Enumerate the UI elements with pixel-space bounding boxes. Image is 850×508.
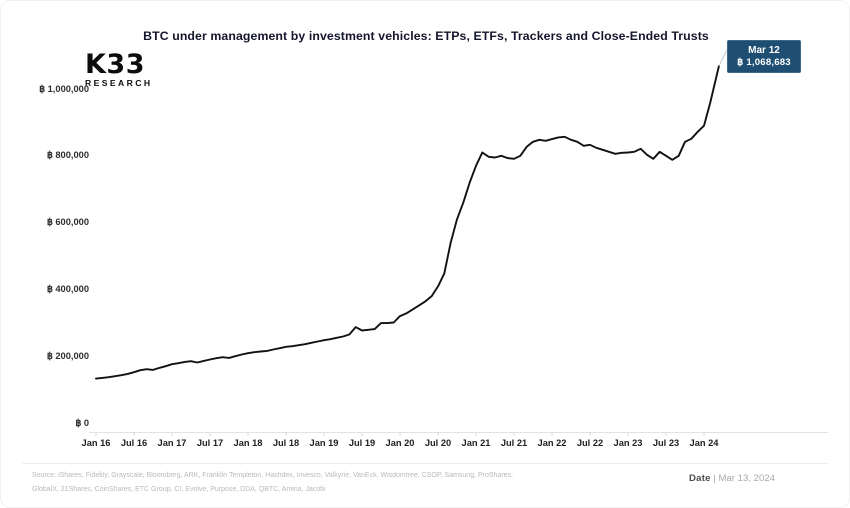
- source-text: Source: iShares, Fidelity, Grayscale, Bl…: [32, 469, 672, 497]
- x-tick-label: Jul 16: [120, 438, 148, 448]
- x-tick-label: Jul 19: [348, 438, 376, 448]
- logo-research-text: RESEARCH: [85, 78, 153, 88]
- x-tick-label: Jan 20: [385, 438, 415, 448]
- y-tick-label: ฿ 800,000: [46, 150, 89, 161]
- x-tick-label: Jul 21: [500, 438, 528, 448]
- x-tick-label: Jul 22: [576, 438, 604, 448]
- x-tick-label: Jan 19: [309, 438, 339, 448]
- x-tick-label: Jul 18: [272, 438, 300, 448]
- tooltip-date: Mar 12: [748, 45, 780, 56]
- x-tick-label: Jul 20: [424, 438, 452, 448]
- source-line-2: GlobalX, 21Shares, CoinShares, ETC Group…: [32, 486, 326, 493]
- footer-divider: [22, 463, 828, 464]
- x-tick-label: Jan 17: [157, 438, 187, 448]
- x-tick-label: Jan 16: [81, 438, 111, 448]
- chart-title: BTC under management by investment vehic…: [143, 29, 709, 43]
- end-value-tooltip: Mar 12 ฿ 1,068,683: [727, 40, 801, 73]
- x-tick-label: Jul 17: [196, 438, 224, 448]
- x-tick-label: Jan 24: [689, 438, 719, 448]
- footer-date-value: | Mar 13, 2024: [710, 473, 775, 484]
- x-tick-label: Jan 22: [537, 438, 567, 448]
- x-tick-label: Jan 21: [461, 438, 491, 448]
- y-tick-label: ฿ 400,000: [46, 283, 89, 294]
- footer-date-label: Date: [689, 473, 711, 484]
- y-tick-label: ฿ 200,000: [46, 350, 89, 361]
- series-line: [95, 65, 720, 380]
- logo-k33-text: K33: [85, 49, 145, 80]
- k33-research-logo: K33 RESEARCH: [85, 51, 152, 88]
- tooltip-connector-line: [718, 49, 728, 67]
- y-tick-label: ฿ 1,000,000: [39, 83, 89, 94]
- source-line-1: Source: iShares, Fidelity, Grayscale, Bl…: [32, 472, 514, 479]
- x-tick-label: Jul 23: [652, 438, 680, 448]
- y-tick-label: ฿ 0: [75, 417, 89, 428]
- x-tick-label: Jan 18: [233, 438, 263, 448]
- footer-date: Date | Mar 13, 2024: [689, 473, 775, 484]
- y-tick-label: ฿ 600,000: [46, 217, 89, 228]
- tooltip-value: ฿ 1,068,683: [737, 57, 791, 68]
- x-tick-label: Jan 23: [613, 438, 643, 448]
